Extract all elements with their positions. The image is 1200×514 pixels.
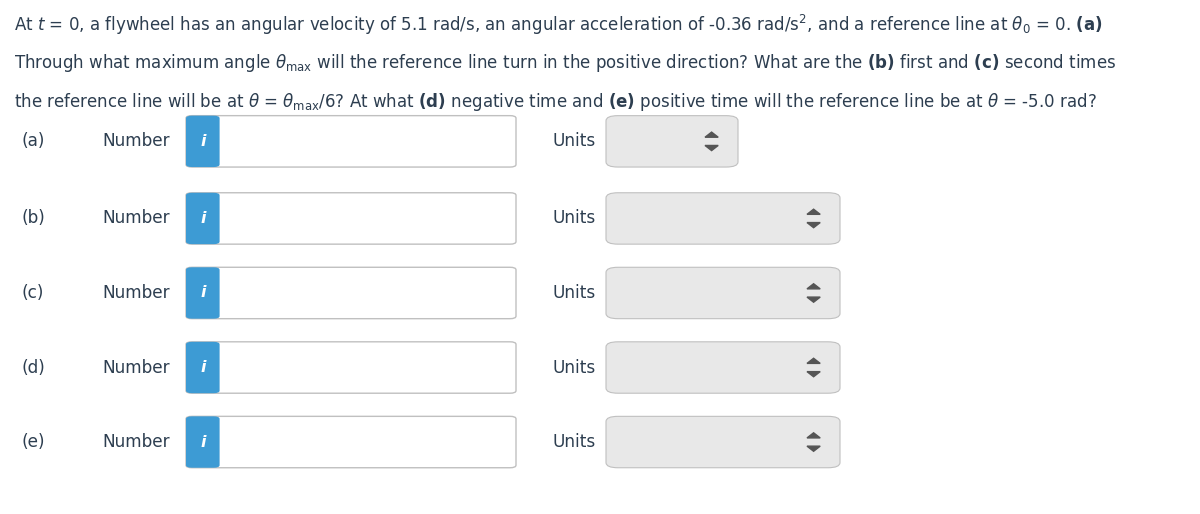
- Text: Number: Number: [102, 284, 169, 302]
- Text: Units: Units: [552, 358, 595, 377]
- Polygon shape: [808, 223, 820, 228]
- Text: Units: Units: [552, 132, 595, 151]
- Text: Through what maximum angle $\theta_{\rm max}$ will the reference line turn in th: Through what maximum angle $\theta_{\rm …: [14, 52, 1116, 74]
- FancyBboxPatch shape: [606, 193, 840, 244]
- Text: (e): (e): [22, 433, 46, 451]
- Text: (b): (b): [22, 209, 46, 228]
- Text: Number: Number: [102, 132, 169, 151]
- FancyBboxPatch shape: [606, 342, 840, 393]
- Text: i: i: [200, 211, 205, 226]
- FancyBboxPatch shape: [186, 267, 220, 319]
- Polygon shape: [808, 433, 820, 438]
- Polygon shape: [808, 372, 820, 377]
- FancyBboxPatch shape: [186, 342, 220, 393]
- FancyBboxPatch shape: [186, 193, 220, 244]
- Polygon shape: [808, 297, 820, 302]
- Text: i: i: [200, 285, 205, 301]
- FancyBboxPatch shape: [186, 342, 516, 393]
- Polygon shape: [808, 284, 820, 289]
- FancyBboxPatch shape: [606, 416, 840, 468]
- Text: Units: Units: [552, 284, 595, 302]
- FancyBboxPatch shape: [606, 267, 840, 319]
- Text: the reference line will be at $\theta$ = $\theta_{\rm max}$/6? At what $\mathbf{: the reference line will be at $\theta$ =…: [14, 91, 1097, 113]
- FancyBboxPatch shape: [186, 193, 516, 244]
- Text: i: i: [200, 434, 205, 450]
- Polygon shape: [706, 145, 718, 151]
- Text: (a): (a): [22, 132, 44, 151]
- Text: Number: Number: [102, 433, 169, 451]
- FancyBboxPatch shape: [186, 116, 516, 167]
- FancyBboxPatch shape: [186, 116, 220, 167]
- Text: At $t$ = 0, a flywheel has an angular velocity of 5.1 rad/s, an angular accelera: At $t$ = 0, a flywheel has an angular ve…: [14, 13, 1103, 37]
- Polygon shape: [808, 358, 820, 363]
- Polygon shape: [808, 209, 820, 214]
- FancyBboxPatch shape: [186, 416, 220, 468]
- Text: Number: Number: [102, 209, 169, 228]
- Text: Units: Units: [552, 433, 595, 451]
- Text: Number: Number: [102, 358, 169, 377]
- Text: i: i: [200, 134, 205, 149]
- FancyBboxPatch shape: [186, 416, 516, 468]
- FancyBboxPatch shape: [606, 116, 738, 167]
- Text: Units: Units: [552, 209, 595, 228]
- Polygon shape: [706, 132, 718, 137]
- Text: i: i: [200, 360, 205, 375]
- Text: (c): (c): [22, 284, 44, 302]
- Polygon shape: [808, 446, 820, 451]
- Text: (d): (d): [22, 358, 46, 377]
- FancyBboxPatch shape: [186, 267, 516, 319]
